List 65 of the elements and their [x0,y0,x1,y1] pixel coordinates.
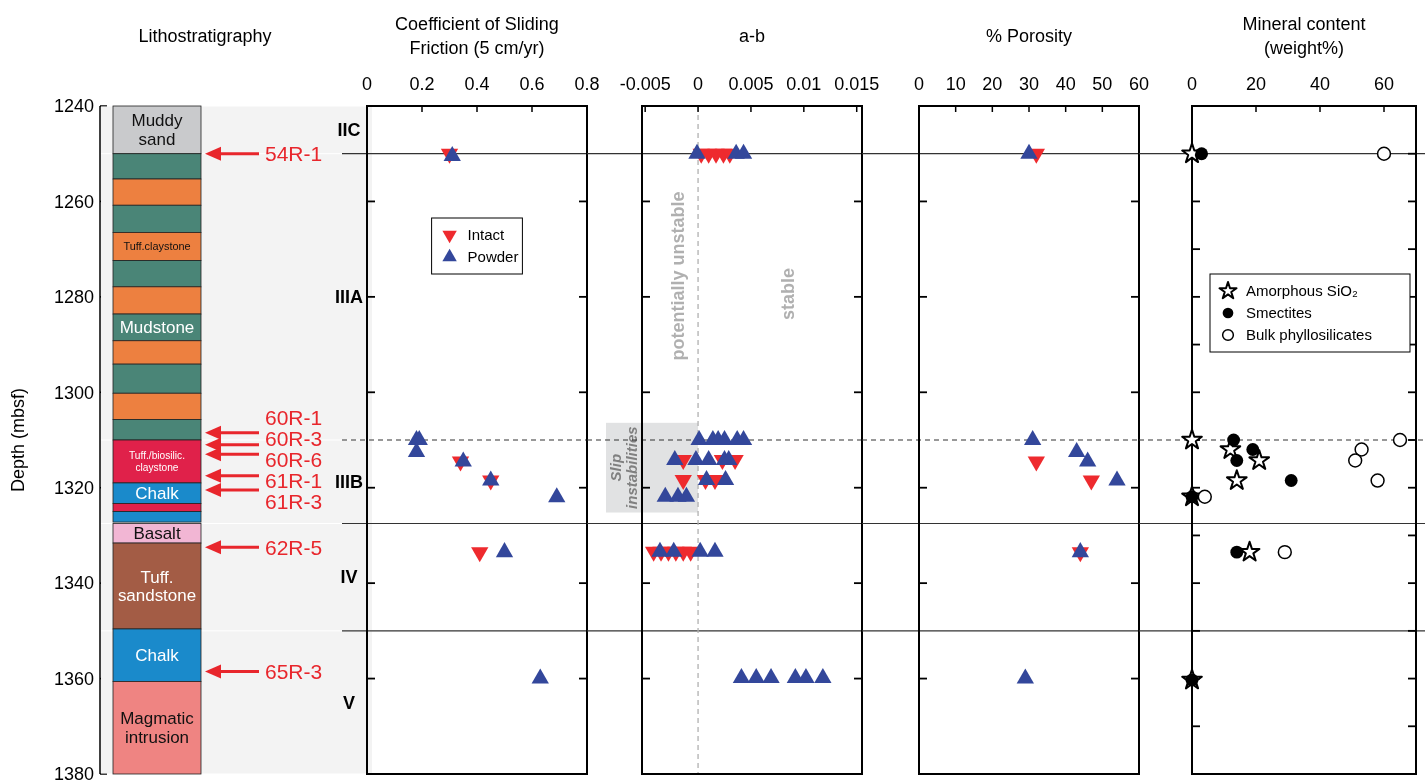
y-tick-label: 1320 [53,478,94,499]
x-tick-label: 60 [1128,74,1150,94]
annotation: stable [778,267,799,321]
x-tick-label: 0.8 [574,74,600,94]
band-label: IV [340,567,358,588]
y-tick-label: 1240 [53,96,94,117]
ref-line-label: 54R-1 [265,142,323,166]
y-tick-label: 1360 [53,668,94,689]
chart-title: Coefficient of Sliding Friction (5 cm/yr) [395,14,559,58]
series-label: Chalk [135,646,180,666]
chart-title: Lithostratigraphy [138,26,272,46]
series-label: Chalk [135,484,180,504]
x-tick-label: 20 [982,74,1003,94]
x-tick-label: 0.6 [519,74,545,94]
ref-line-label: 61R-3 [265,489,323,513]
y-tick-label: 1340 [53,573,94,594]
series-label: Basalt [133,524,181,544]
band-label: Slip instabilities [607,426,641,509]
y-tick-label: 1280 [53,287,94,308]
band-label: V [342,692,356,713]
band-label: IIC [337,120,361,141]
y-tick-label: 1260 [53,191,94,212]
series-label: Muddy sand [131,111,184,150]
x-tick-label: 0.005 [728,74,774,94]
legend-label: Smectites [1246,304,1312,322]
ref-line-label: 60R-6 [265,447,323,471]
band-label: IIIB [334,472,364,493]
ref-line-label: 62R-5 [265,535,323,559]
x-tick-label: 60 [1373,74,1395,94]
ref-line-label: potentially unstable [668,191,689,361]
legend-label: Amorphous SiO₂ [1246,282,1358,300]
ref-line-label: 61R-1 [265,468,323,492]
y-tick-label: 1300 [53,382,94,403]
chart-title: % Porosity [985,26,1073,46]
x-tick-label: 0.4 [464,74,490,94]
x-tick-label: 0.01 [786,74,822,94]
x-tick-label: 0 [361,74,373,94]
x-tick-label: 10 [945,74,966,94]
series-label: Tuff. sandstone [117,567,197,606]
x-tick-label: 0.015 [834,74,880,94]
ref-line-label: 60R-3 [265,426,323,450]
ref-line-label: 60R-1 [265,405,323,429]
series-label: Tuff.claystone [123,240,191,253]
x-tick-label: 0 [693,74,704,94]
ref-line-label: 65R-3 [265,659,323,683]
x-tick-label: 0 [913,74,925,94]
x-tick-label: 40 [1055,74,1076,94]
series-label: Tuff./biosilic. claystone [129,450,185,473]
series-label: Magmatic intrusion [120,709,195,747]
series-label: Mudstone [119,318,195,338]
x-tick-label: 0 [1186,74,1198,94]
x-tick-label: 50 [1092,74,1113,94]
legend-label: Powder [467,248,519,266]
band-label: IIIA [334,287,364,308]
legend-label: Bulk phyllosilicates [1246,326,1372,344]
x-tick-label: 40 [1309,74,1331,94]
x-tick-label: 0.2 [409,74,435,94]
legend-label: Intact [467,226,506,244]
chart-title: Mineral content (weight%) [1242,14,1366,58]
x-tick-label: 20 [1245,74,1267,94]
chart-title: a-b [738,26,766,46]
x-tick-label: 30 [1018,74,1040,94]
x-tick-label: -0.005 [619,74,671,94]
y-axis-title: Depth (mbsf) [8,387,28,493]
y-tick-label: 1380 [53,764,94,784]
